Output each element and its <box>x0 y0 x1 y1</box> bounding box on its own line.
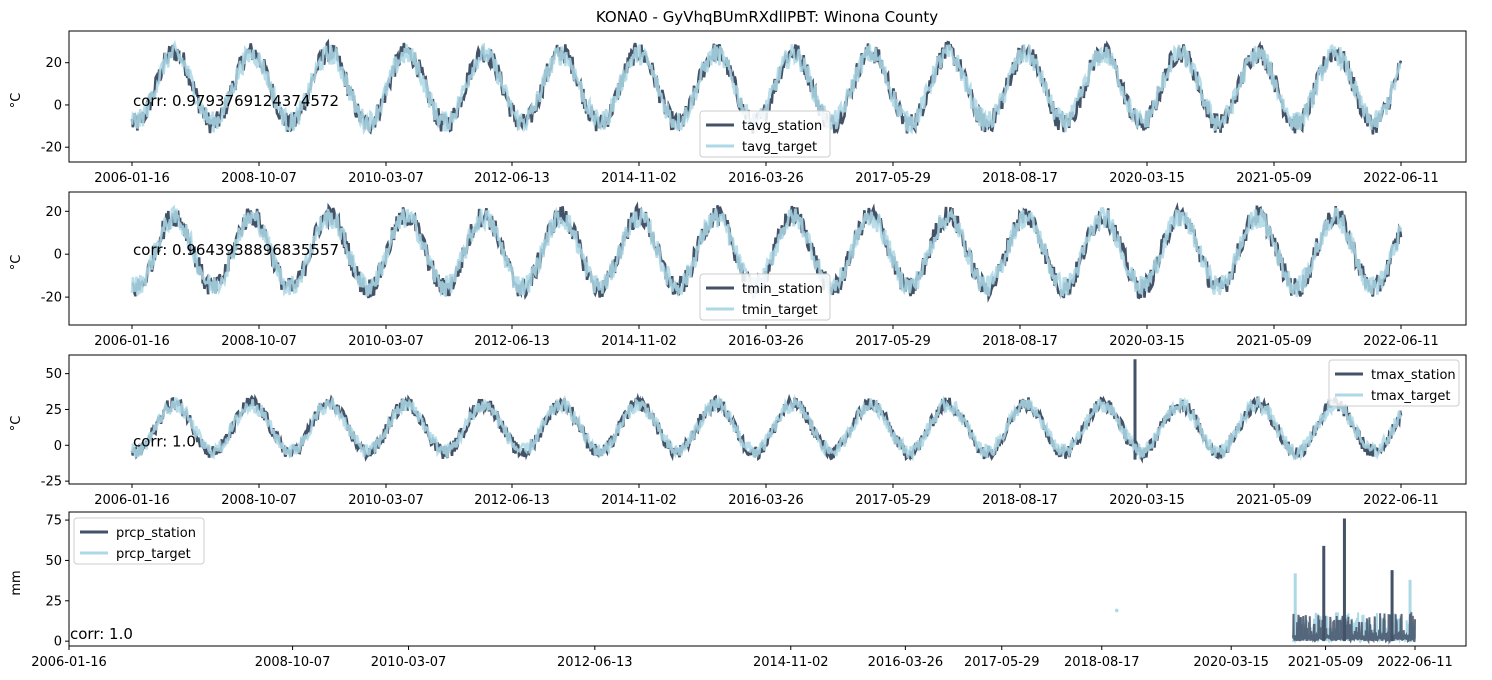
series-line-tavg_target <box>130 39 1402 136</box>
x-tick-label: 2008-10-07 <box>221 171 297 186</box>
x-tick-label: 2014-11-02 <box>601 171 677 186</box>
x-tick-label: 2014-11-02 <box>601 334 677 349</box>
panel-2: °C -20 0 20 2006-01-16 2008-10-07 2010-03-07 20… <box>9 191 1467 349</box>
x-tick-label: 2010-03-07 <box>371 655 447 670</box>
x-tick-label: 2022-06-11 <box>1363 493 1439 508</box>
y-tick-label: 25 <box>45 403 62 418</box>
y-tick-label: -25 <box>41 475 62 490</box>
x-tick-label: 2021-05-09 <box>1288 655 1364 670</box>
series-group <box>130 359 1403 464</box>
legend-entry: tmin_station <box>742 282 823 297</box>
x-tick-label: 2016-03-26 <box>868 655 944 670</box>
x-tick-label: 2021-05-09 <box>1236 334 1312 349</box>
x-tick-label: 2018-08-17 <box>982 493 1058 508</box>
x-tick-label: 2016-03-26 <box>728 493 804 508</box>
x-tick-label: 2006-01-16 <box>31 655 107 670</box>
legend: tmax_station tmax_target <box>1328 359 1460 407</box>
legend-entry: tmax_target <box>1371 389 1450 404</box>
corr-annotation: corr: 0.9793769124374572 <box>133 92 339 110</box>
corr-annotation: corr: 0.9643938896835557 <box>133 241 339 259</box>
legend-entry: tmin_target <box>742 303 818 318</box>
x-tick-label: 2008-10-07 <box>221 493 297 508</box>
x-tick-label: 2010-03-07 <box>348 171 424 186</box>
isolated-point <box>1114 608 1119 613</box>
y-tick-label: 20 <box>45 56 62 71</box>
y-tick-label: -20 <box>41 291 62 306</box>
x-tick-label: 2018-08-17 <box>982 171 1058 186</box>
legend: prcp_station prcp_target <box>73 517 205 565</box>
corr-annotation: corr: 1.0 <box>133 432 196 450</box>
x-tick-label: 2010-03-07 <box>348 493 424 508</box>
x-tick-label: 2021-05-09 <box>1236 171 1312 186</box>
x-tick-label: 2022-06-11 <box>1363 334 1439 349</box>
y-tick-label: 75 <box>45 514 62 529</box>
y-axis-label: mm <box>9 570 24 595</box>
x-tick-label: 2008-10-07 <box>255 655 331 670</box>
y-axis-label: °C <box>9 255 24 271</box>
series-line-prcp_station <box>1292 612 1416 645</box>
x-tick-label: 2016-03-26 <box>728 334 804 349</box>
y-tick-label: 20 <box>45 205 62 220</box>
legend: tavg_station tavg_target <box>699 110 831 158</box>
y-axis-label: °C <box>9 416 24 432</box>
x-tick-label: 2017-05-29 <box>855 493 931 508</box>
x-tick-label: 2008-10-07 <box>221 334 297 349</box>
x-tick-label: 2017-05-29 <box>855 334 931 349</box>
axes-frame <box>68 191 1467 326</box>
panel-4: mm 0 25 50 75 2006-01-16 2008-10-07 2010-03-07 2… <box>9 511 1467 670</box>
y-tick-label: -20 <box>41 141 62 156</box>
chart-title: KONA0 - GyVhqBUmRXdlIPBT: Winona County <box>596 8 938 26</box>
axes-frame <box>68 30 1467 163</box>
legend-entry: tavg_target <box>742 140 817 155</box>
x-tick-label: 2020-03-15 <box>1193 655 1269 670</box>
y-tick-label: 0 <box>54 439 62 454</box>
x-tick-label: 2020-03-15 <box>1109 334 1185 349</box>
x-tick-label: 2012-06-13 <box>474 171 550 186</box>
axes-frame <box>68 354 1467 485</box>
x-tick-label: 2018-08-17 <box>1064 655 1140 670</box>
y-axis-label: °C <box>9 93 24 109</box>
x-tick-label: 2020-03-15 <box>1109 493 1185 508</box>
series-group <box>1114 518 1416 645</box>
series-line-tmin_target <box>130 204 1403 300</box>
axes-frame <box>68 511 1467 647</box>
x-tick-label: 2020-03-15 <box>1109 171 1185 186</box>
legend-entry: prcp_station <box>116 526 196 541</box>
legend: tmin_station tmin_target <box>699 273 831 321</box>
x-tick-label: 2012-06-13 <box>557 655 633 670</box>
x-tick-label: 2006-01-16 <box>94 171 170 186</box>
x-tick-label: 2018-08-17 <box>982 334 1058 349</box>
y-tick-label: 50 <box>45 554 62 569</box>
y-tick-label: 50 <box>45 367 62 382</box>
x-tick-label: 2022-06-11 <box>1377 655 1453 670</box>
legend-entry: prcp_target <box>116 547 191 562</box>
series-line-tmax_station <box>130 392 1403 464</box>
x-tick-label: 2014-11-02 <box>601 493 677 508</box>
legend-entry: tavg_station <box>742 119 822 134</box>
x-tick-label: 2012-06-13 <box>474 493 550 508</box>
x-tick-label: 2021-05-09 <box>1236 493 1312 508</box>
x-tick-label: 2017-05-29 <box>855 171 931 186</box>
y-tick-label: 0 <box>54 248 62 263</box>
x-tick-label: 2006-01-16 <box>94 493 170 508</box>
legend-entry: tmax_station <box>1371 368 1456 383</box>
x-tick-label: 2006-01-16 <box>94 334 170 349</box>
panel-3: °C -25 0 25 50 2006-01-16 2008-10-07 2010-03-07… <box>9 354 1467 508</box>
x-tick-label: 2010-03-07 <box>348 334 424 349</box>
corr-annotation: corr: 1.0 <box>70 625 133 643</box>
x-tick-label: 2014-11-02 <box>753 655 829 670</box>
y-tick-label: 25 <box>45 594 62 609</box>
x-tick-label: 2022-06-11 <box>1363 171 1439 186</box>
x-tick-label: 2016-03-26 <box>728 171 804 186</box>
x-tick-label: 2017-05-29 <box>964 655 1040 670</box>
y-tick-label: 0 <box>54 98 62 113</box>
panel-1: °C -20 0 20 2006-01-16 2008-10-07 2010-03-07 20… <box>9 30 1467 186</box>
x-tick-label: 2012-06-13 <box>474 334 550 349</box>
y-tick-label: 0 <box>54 635 62 650</box>
series-line-tmax_target <box>130 394 1403 462</box>
